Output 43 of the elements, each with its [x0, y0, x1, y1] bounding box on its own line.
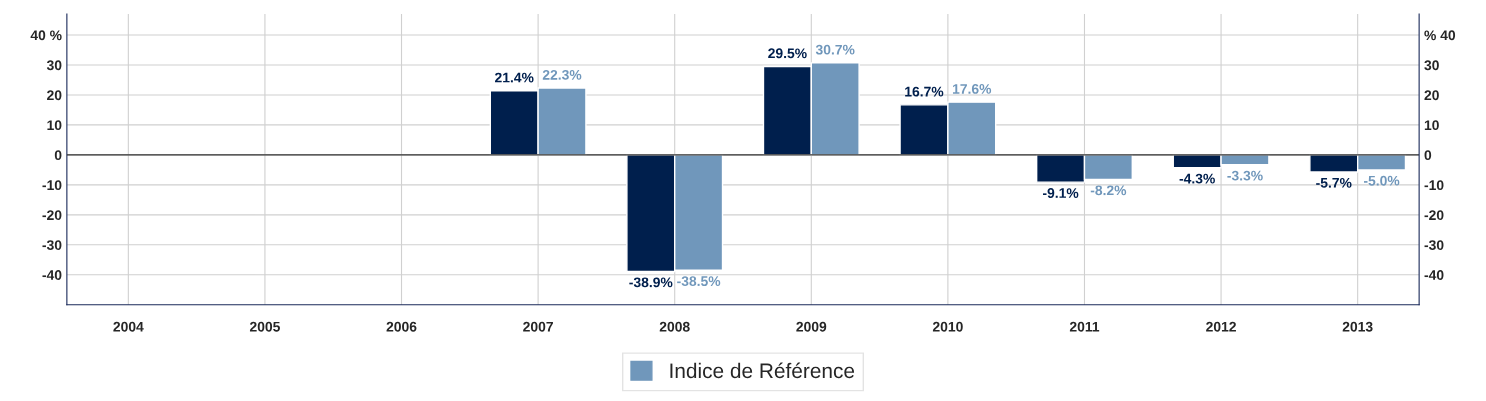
x-tick-label: 2005	[249, 321, 280, 332]
data-label: 21.4%	[495, 72, 534, 83]
legend-label: Indice de Référence	[670, 362, 855, 379]
x-tick-label: 2009	[796, 321, 827, 332]
x-tick-label: 2006	[386, 321, 417, 332]
x-tick-label: 2007	[523, 321, 553, 332]
y-tick-label: -20	[42, 210, 62, 221]
data-label: -5.0%	[1363, 175, 1400, 186]
y-tick-label: -10	[42, 180, 62, 191]
y-tick-label: -40	[42, 270, 62, 280]
data-label: 29.5%	[768, 48, 807, 59]
data-label: -38.5%	[677, 276, 721, 287]
data-label: 30.7%	[815, 44, 855, 55]
y2-tick-label: -10	[1424, 180, 1444, 191]
data-label: -4.3%	[1179, 173, 1215, 184]
y-tick-label: -30	[42, 240, 62, 251]
data-label: -5.7%	[1316, 177, 1352, 188]
data-label: -38.9%	[629, 277, 673, 288]
y2-tick-label: 30	[1424, 60, 1439, 71]
data-label: 22.3%	[542, 69, 582, 80]
y2-tick-label: 20	[1424, 90, 1439, 101]
y2-tick-label: -30	[1424, 240, 1444, 251]
y-tick-label: 10	[47, 120, 62, 131]
y2-tick-label: -40	[1424, 270, 1444, 280]
x-tick-label: 2010	[932, 321, 963, 332]
y-tick-label: 20	[47, 90, 62, 101]
data-label: 16.7%	[905, 86, 944, 97]
data-label: 17.6%	[952, 84, 992, 94]
x-tick-label: 2008	[659, 321, 690, 332]
y2-tick-label: -20	[1424, 210, 1444, 221]
x-tick-label: 2011	[1069, 321, 1100, 332]
data-label: -8.2%	[1090, 185, 1127, 196]
y2-tick-label: % 40	[1424, 30, 1456, 41]
x-tick-label: 2004	[113, 321, 144, 332]
y2-tick-label: 10	[1424, 120, 1439, 131]
x-tick-label: 2012	[1206, 321, 1236, 332]
y-tick-label: 30	[46, 60, 62, 71]
y-tick-label: 40 %	[30, 30, 62, 41]
y-tick-label: 0	[54, 150, 62, 161]
x-tick-label: 2013	[1342, 321, 1373, 332]
data-label: -9.1%	[1042, 188, 1079, 198]
y2-tick-label: 0	[1424, 150, 1432, 161]
data-label: -3.3%	[1227, 170, 1263, 181]
